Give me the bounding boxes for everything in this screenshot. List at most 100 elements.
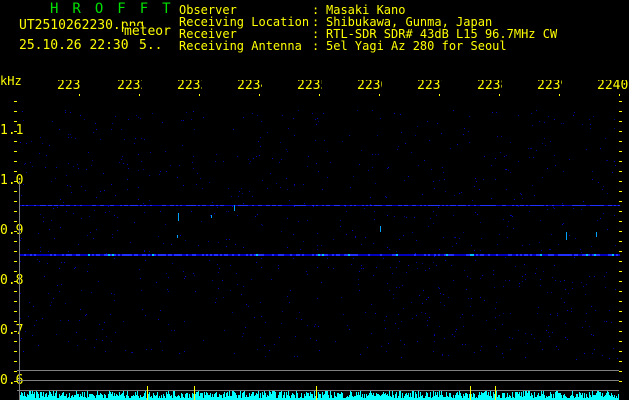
signal-band bbox=[266, 254, 268, 256]
noise-dot bbox=[141, 138, 142, 139]
y-minor-tick bbox=[619, 101, 622, 102]
noise-dot bbox=[123, 163, 124, 164]
noise-dot bbox=[542, 143, 543, 144]
signal-band bbox=[114, 254, 116, 256]
noise-dot bbox=[75, 267, 76, 268]
noise-dot bbox=[491, 198, 492, 199]
noise-dot bbox=[507, 237, 508, 238]
noise-dot bbox=[450, 148, 451, 149]
signal-band bbox=[188, 205, 190, 206]
noise-dot bbox=[469, 142, 470, 143]
noise-dot bbox=[76, 332, 77, 333]
signal-band bbox=[594, 254, 596, 256]
noise-dot bbox=[138, 187, 139, 188]
noise-dot bbox=[249, 191, 250, 192]
signal-band bbox=[574, 205, 576, 206]
signal-band bbox=[548, 254, 550, 256]
signal-band bbox=[174, 205, 176, 206]
signal-band bbox=[158, 254, 160, 256]
noise-dot bbox=[235, 244, 236, 245]
noise-dot bbox=[433, 181, 434, 182]
signal-band bbox=[422, 254, 424, 256]
signal-band bbox=[472, 205, 474, 206]
spectrum-bar bbox=[411, 397, 412, 400]
noise-dot bbox=[550, 314, 551, 315]
spectrum-bar bbox=[287, 395, 288, 400]
noise-dot bbox=[463, 232, 464, 233]
signal-band bbox=[148, 254, 150, 256]
signal-band bbox=[32, 254, 34, 256]
spectrum-bar bbox=[351, 392, 352, 400]
spectrum-bar bbox=[333, 398, 334, 400]
signal-band bbox=[210, 254, 212, 256]
spectrum-bar bbox=[441, 391, 442, 400]
spectrum-bar bbox=[523, 391, 524, 400]
noise-dot bbox=[546, 330, 547, 331]
x-tick-label: 2240 bbox=[597, 80, 629, 92]
signal-band bbox=[202, 205, 204, 206]
signal-band bbox=[470, 254, 472, 256]
signal-band bbox=[370, 254, 372, 256]
signal-band bbox=[66, 205, 68, 206]
noise-dot bbox=[168, 277, 169, 278]
spectrum-bar bbox=[529, 391, 530, 400]
noise-dot bbox=[230, 265, 231, 266]
signal-band bbox=[398, 205, 400, 206]
signal-band bbox=[54, 205, 56, 206]
spectrum-bar bbox=[427, 393, 428, 400]
spectrum-bar bbox=[211, 397, 212, 400]
noise-dot bbox=[340, 220, 341, 221]
spectrum-bar bbox=[290, 398, 291, 400]
signal-band bbox=[230, 205, 232, 206]
noise-dot bbox=[160, 211, 161, 212]
noise-dot bbox=[234, 353, 235, 354]
signal-band bbox=[346, 205, 348, 206]
y-minor-tick bbox=[619, 311, 622, 312]
noise-dot bbox=[463, 326, 464, 327]
signal-band bbox=[606, 254, 608, 256]
y-minor-tick bbox=[619, 281, 622, 282]
signal-band bbox=[52, 205, 54, 206]
noise-dot bbox=[57, 285, 58, 286]
noise-dot bbox=[611, 322, 612, 323]
noise-dot bbox=[80, 115, 81, 116]
noise-dot bbox=[86, 314, 87, 315]
noise-dot bbox=[469, 116, 470, 117]
noise-dot bbox=[466, 289, 467, 290]
spectrum-bar bbox=[433, 391, 434, 400]
noise-dot bbox=[241, 188, 242, 189]
noise-dot bbox=[144, 212, 145, 213]
noise-dot bbox=[387, 247, 388, 248]
noise-dot bbox=[456, 243, 457, 244]
noise-dot bbox=[49, 145, 50, 146]
spectrum-bar bbox=[463, 394, 464, 400]
noise-dot bbox=[63, 202, 64, 203]
spectrum-bar bbox=[286, 392, 287, 400]
spectrum-bar bbox=[235, 393, 236, 400]
noise-dot bbox=[411, 302, 412, 303]
noise-dot bbox=[317, 249, 318, 250]
noise-dot bbox=[346, 211, 347, 212]
signal-band bbox=[118, 205, 120, 206]
spectrum-bar bbox=[31, 394, 32, 400]
noise-dot bbox=[460, 317, 461, 318]
noise-dot bbox=[358, 284, 359, 285]
noise-dot bbox=[261, 316, 262, 317]
noise-dot bbox=[429, 140, 430, 141]
noise-dot bbox=[534, 195, 535, 196]
noise-dot bbox=[54, 238, 55, 239]
noise-dot bbox=[545, 145, 546, 146]
signal-band bbox=[382, 205, 384, 206]
signal-band bbox=[572, 205, 574, 206]
noise-dot bbox=[484, 156, 485, 157]
spectrum-bar bbox=[461, 396, 462, 400]
noise-dot bbox=[609, 358, 610, 359]
noise-dot bbox=[536, 110, 537, 111]
spectrum-bar bbox=[497, 397, 498, 400]
spectrum-bar bbox=[136, 395, 137, 400]
noise-dot bbox=[278, 265, 279, 266]
noise-dot bbox=[145, 260, 146, 261]
noise-dot bbox=[554, 208, 555, 209]
spectrum-bar bbox=[229, 391, 230, 400]
signal-band bbox=[126, 205, 128, 206]
